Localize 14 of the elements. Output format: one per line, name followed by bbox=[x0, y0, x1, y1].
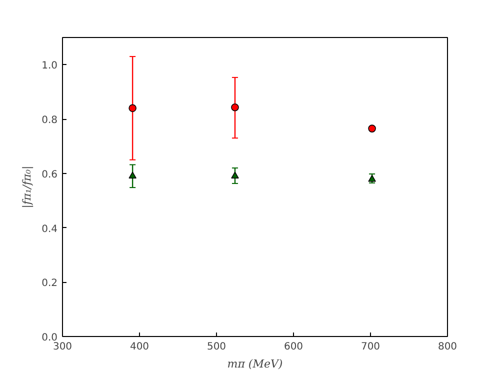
y-tick-label: 0.4 bbox=[42, 224, 58, 235]
x-tick-label: 600 bbox=[284, 342, 304, 352]
x-tick-label: 300 bbox=[52, 342, 72, 352]
y-tick-label: 0.6 bbox=[42, 169, 58, 180]
y-tick-label: 0.0 bbox=[42, 332, 58, 344]
x-tick-label: 400 bbox=[130, 342, 150, 352]
x-tick-label: 700 bbox=[360, 342, 380, 352]
y-tick-label: 0.2 bbox=[42, 278, 58, 290]
x-tick-label: 500 bbox=[206, 342, 226, 352]
y-tick-label: 1.0 bbox=[42, 60, 58, 72]
y-axis-title: |fπ₁/fπ₀| bbox=[20, 166, 34, 208]
x-axis-title: mπ (MeV) bbox=[227, 358, 283, 370]
x-tick-label: 800 bbox=[438, 342, 458, 352]
y-tick-label: 0.8 bbox=[42, 115, 58, 126]
